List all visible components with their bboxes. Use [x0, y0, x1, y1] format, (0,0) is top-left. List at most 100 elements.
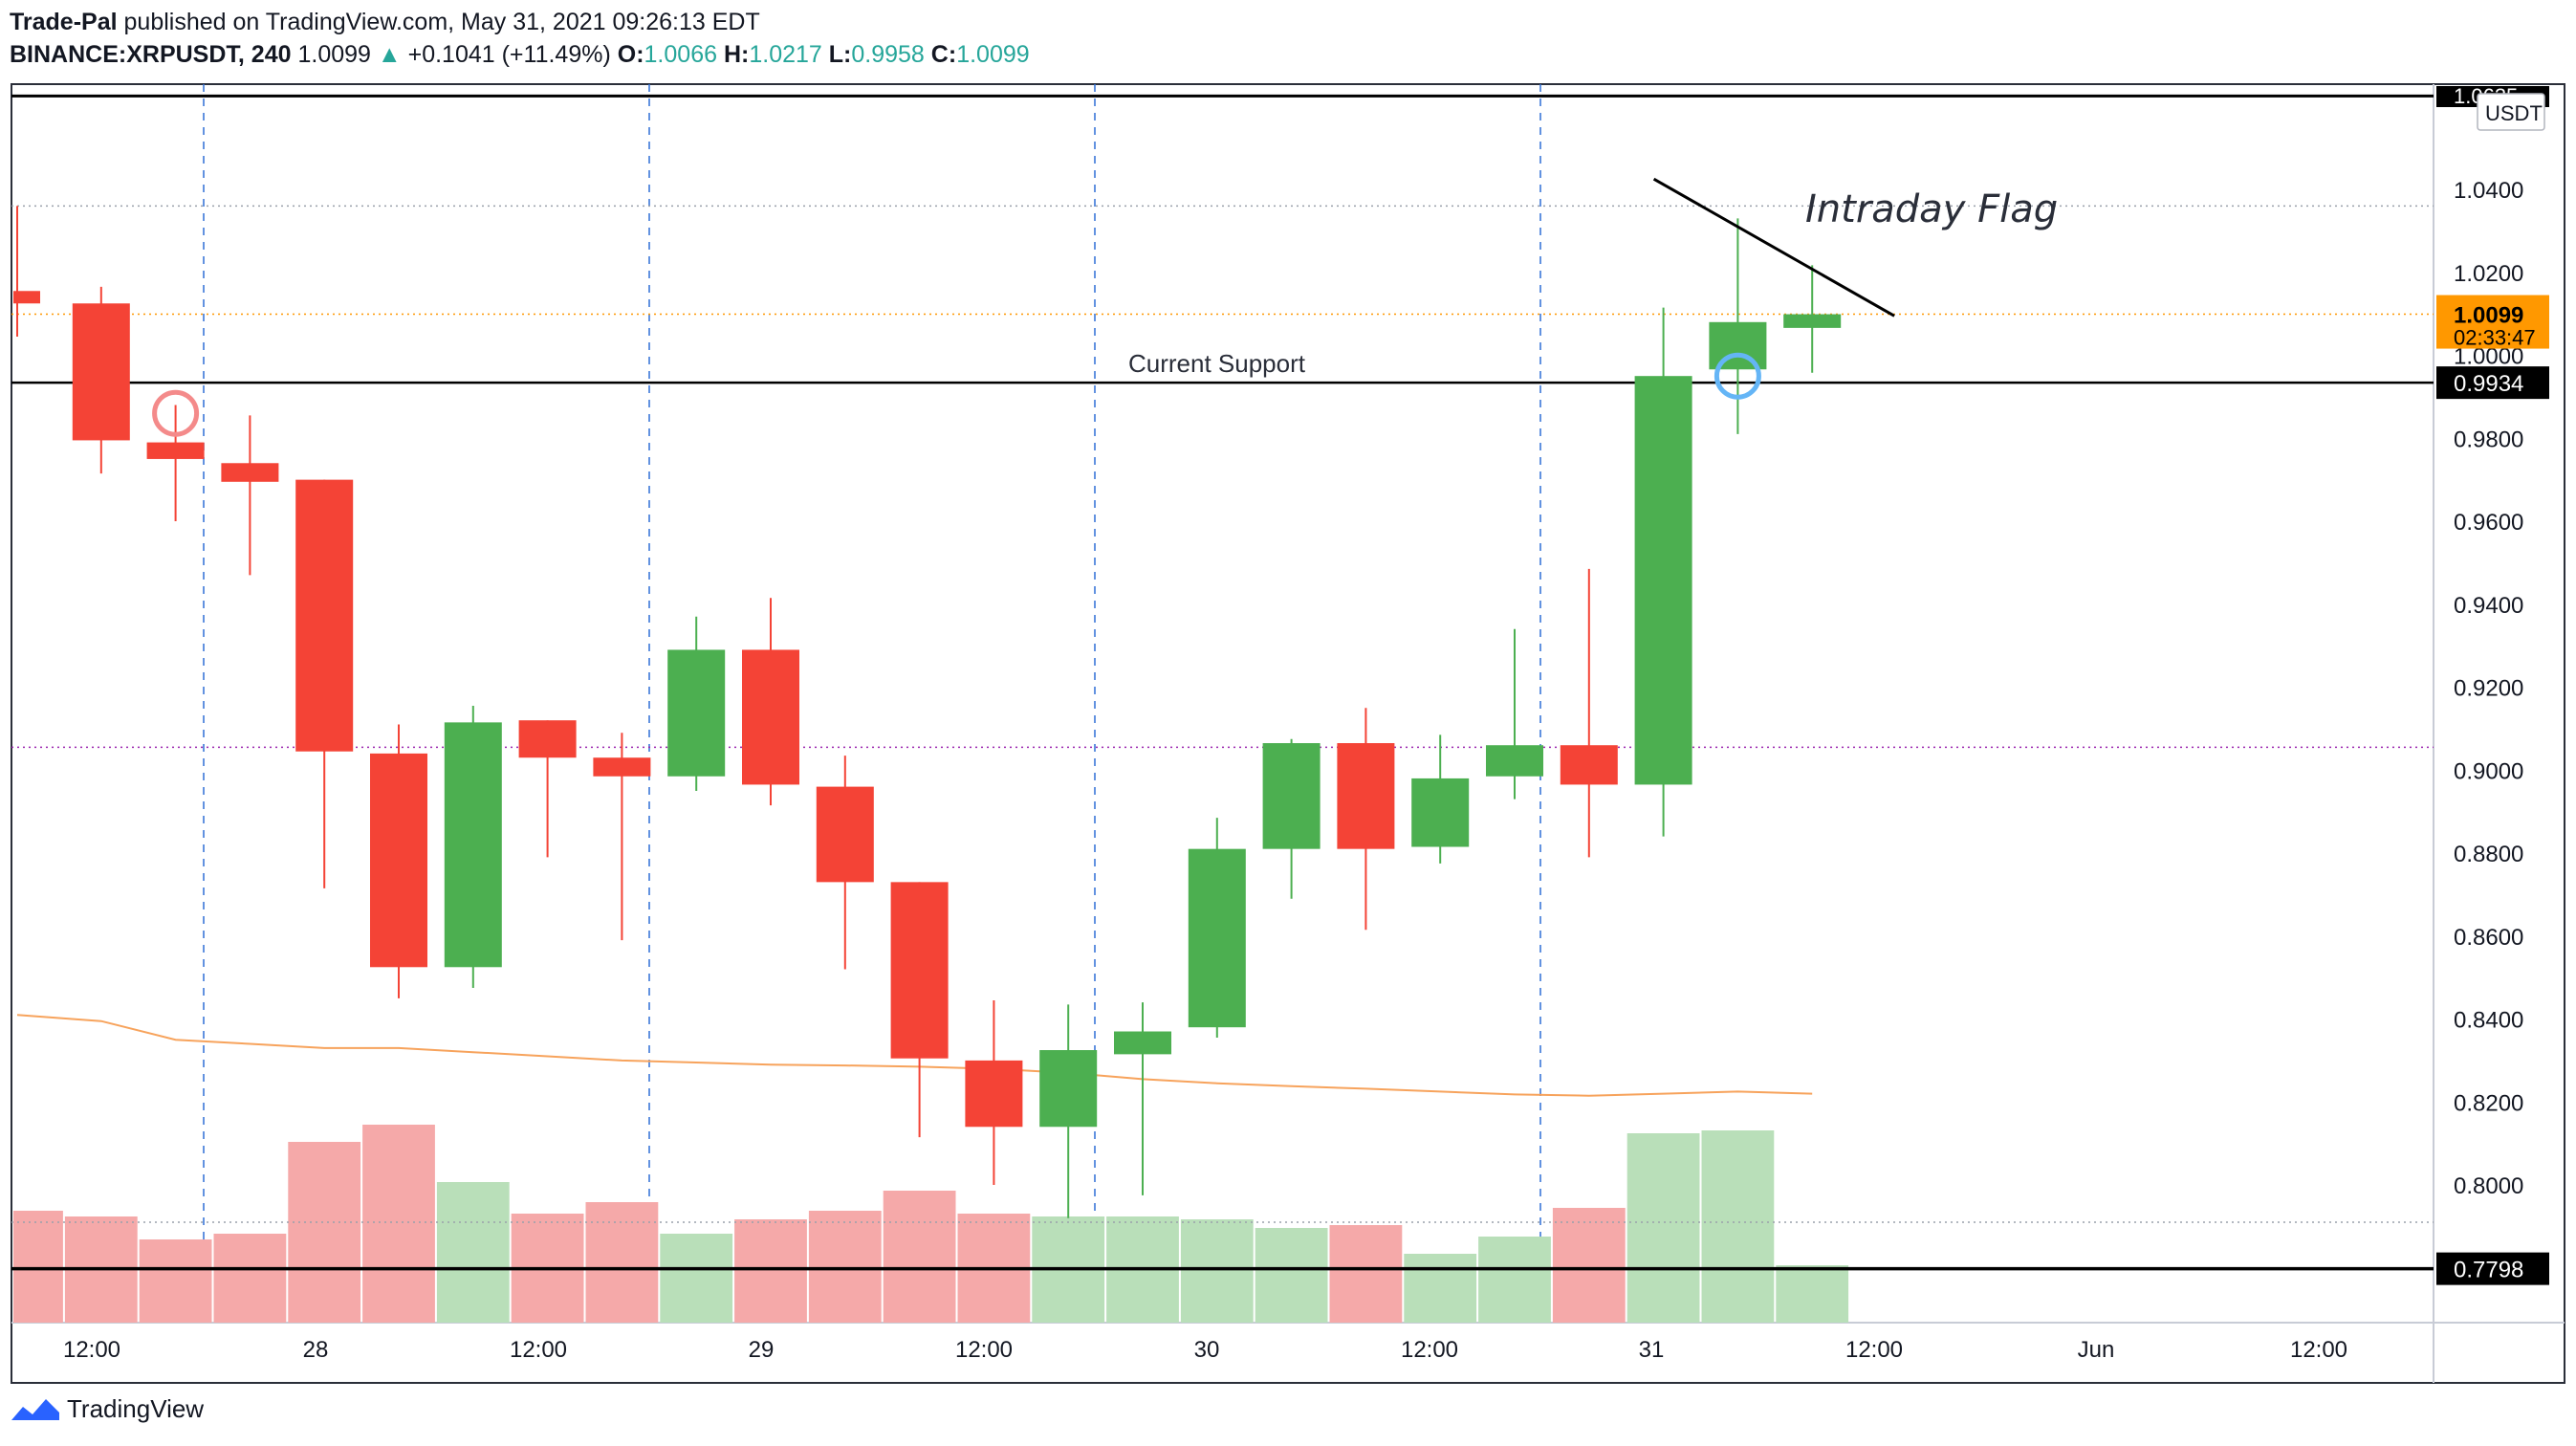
time-tick-label: Jun	[2078, 1337, 2115, 1363]
volume-bar	[1626, 1133, 1700, 1323]
high-label: H:	[723, 41, 750, 68]
time-axis[interactable]: 12:00 28 12:00 29 12:00 30 12:00 31 12:00 Jun 12:0…	[63, 1337, 2347, 1363]
open-label: O:	[617, 41, 644, 68]
volume-bar	[660, 1234, 733, 1323]
price-tick-label: 0.9200	[2454, 676, 2523, 702]
candle-body-down	[295, 479, 354, 752]
candle-body-down	[1560, 745, 1618, 785]
currency-label: USDT	[2485, 101, 2543, 125]
price-tick-label: 0.8000	[2454, 1173, 2523, 1199]
currency-badge	[2477, 93, 2545, 131]
price-tick-label: 0.8600	[2454, 925, 2523, 951]
price-tick-label: 0.9400	[2454, 593, 2523, 619]
candle-body-down	[593, 757, 651, 777]
volume-bar	[1255, 1228, 1328, 1323]
candle-body-up	[1411, 778, 1470, 847]
price-tick-label: 0.8800	[2454, 842, 2523, 867]
time-tick-label: 12:00	[2290, 1337, 2347, 1363]
candle-body-up	[1188, 848, 1246, 1028]
candle-body-down	[146, 442, 205, 459]
price-axis[interactable]: 1.04001.02001.00000.98000.96000.94000.92…	[2436, 84, 2549, 1285]
volume-bar	[362, 1125, 435, 1323]
current-price-badge	[2436, 295, 2549, 349]
publish-info: Trade-Pal published on TradingView.com, …	[10, 6, 1030, 38]
time-tick-label: 28	[303, 1337, 329, 1363]
time-tick-label: 30	[1194, 1337, 1220, 1363]
volume-bar	[1180, 1219, 1254, 1323]
volume-bar	[1478, 1237, 1551, 1323]
bottom-price-badge	[2436, 1252, 2549, 1285]
price-tick-label: 0.9600	[2454, 510, 2523, 536]
price-tick-label: 0.8400	[2454, 1008, 2523, 1034]
candle-body-down	[890, 882, 949, 1059]
candle-marker-circle	[1714, 352, 1761, 400]
time-tick-label: 12:00	[510, 1337, 567, 1363]
tradingview-logo-icon	[11, 1398, 59, 1420]
candles-layer	[13, 206, 1842, 1218]
candle-body-up	[1634, 376, 1692, 785]
volume-bar	[808, 1211, 882, 1323]
grid-layer	[203, 84, 1541, 1323]
bar-countdown: 02:33:47	[2454, 326, 2536, 350]
high-value: 1.0217	[749, 41, 822, 68]
candle-body-down	[370, 753, 427, 968]
volume-bar	[436, 1182, 510, 1323]
current-price-value: 1.0099	[2454, 303, 2523, 329]
symbol-label[interactable]: BINANCE:XRPUSDT, 240	[10, 41, 292, 68]
chart-header: Trade-Pal published on TradingView.com, …	[10, 6, 1030, 71]
low-label: L:	[828, 41, 852, 68]
low-value: 0.9958	[851, 41, 925, 68]
price-tick-label: 0.9000	[2454, 758, 2523, 784]
volume-bar	[1701, 1130, 1775, 1323]
price-change: +0.1041 (+11.49%)	[407, 41, 611, 68]
volume-bar	[139, 1239, 212, 1323]
time-tick-label: 12:00	[955, 1337, 1013, 1363]
volume-bar	[1404, 1254, 1477, 1323]
candle-body-up	[1486, 745, 1543, 777]
price-tick-label: 1.0200	[2454, 261, 2523, 287]
symbol-info: BINANCE:XRPUSDT, 240 1.0099 ▲ +0.1041 (+…	[10, 38, 1030, 71]
levels-layer	[11, 94, 2434, 1271]
price-tick-label: 1.0400	[2454, 178, 2523, 204]
candle-body-up	[1262, 743, 1321, 849]
author-name[interactable]: Trade-Pal	[10, 9, 118, 35]
volume-bar	[734, 1219, 807, 1323]
volume-bar	[1552, 1208, 1626, 1323]
candle-body-down	[518, 720, 577, 758]
volume-layer	[13, 1125, 1849, 1323]
bottom-price-value: 0.7798	[2454, 1258, 2523, 1283]
candle-body-up	[1783, 314, 1842, 328]
price-tick-label: 0.8200	[2454, 1090, 2523, 1116]
candle-body-down	[1337, 743, 1395, 849]
volume-bar	[213, 1234, 287, 1323]
candle-marker-circle	[152, 389, 200, 437]
open-value: 1.0066	[644, 41, 717, 68]
candle-body-down	[221, 463, 279, 482]
published-text: published on TradingView.com, May 31, 20…	[123, 9, 760, 35]
close-label: C:	[930, 41, 957, 68]
candle-body-up	[1709, 321, 1767, 370]
candle-body-down	[742, 649, 799, 785]
volume-bar	[288, 1142, 361, 1323]
candle-body-up	[444, 722, 502, 968]
time-tick-label: 12:00	[1401, 1337, 1458, 1363]
footer: TradingView	[10, 1394, 204, 1424]
up-arrow-icon: ▲	[377, 41, 402, 68]
candle-body-up	[1114, 1031, 1171, 1055]
volume-bar	[1776, 1265, 1849, 1323]
support-price-badge	[2436, 366, 2549, 400]
time-tick-label: 31	[1639, 1337, 1665, 1363]
flag-trendline	[1652, 177, 1895, 318]
volume-bar	[883, 1191, 956, 1323]
time-tick-label: 12:00	[63, 1337, 120, 1363]
footer-brand[interactable]: TradingView	[67, 1394, 205, 1423]
support-price-value: 0.9934	[2454, 371, 2523, 397]
chart-frame	[11, 83, 2565, 1384]
candle-body-down	[816, 786, 874, 883]
flag-annotation: Intraday Flag	[1805, 187, 2058, 231]
candle-body-up	[667, 649, 726, 777]
close-value: 1.0099	[956, 41, 1030, 68]
volume-bar	[585, 1202, 659, 1323]
support-annotation: Current Support	[1128, 349, 1306, 378]
